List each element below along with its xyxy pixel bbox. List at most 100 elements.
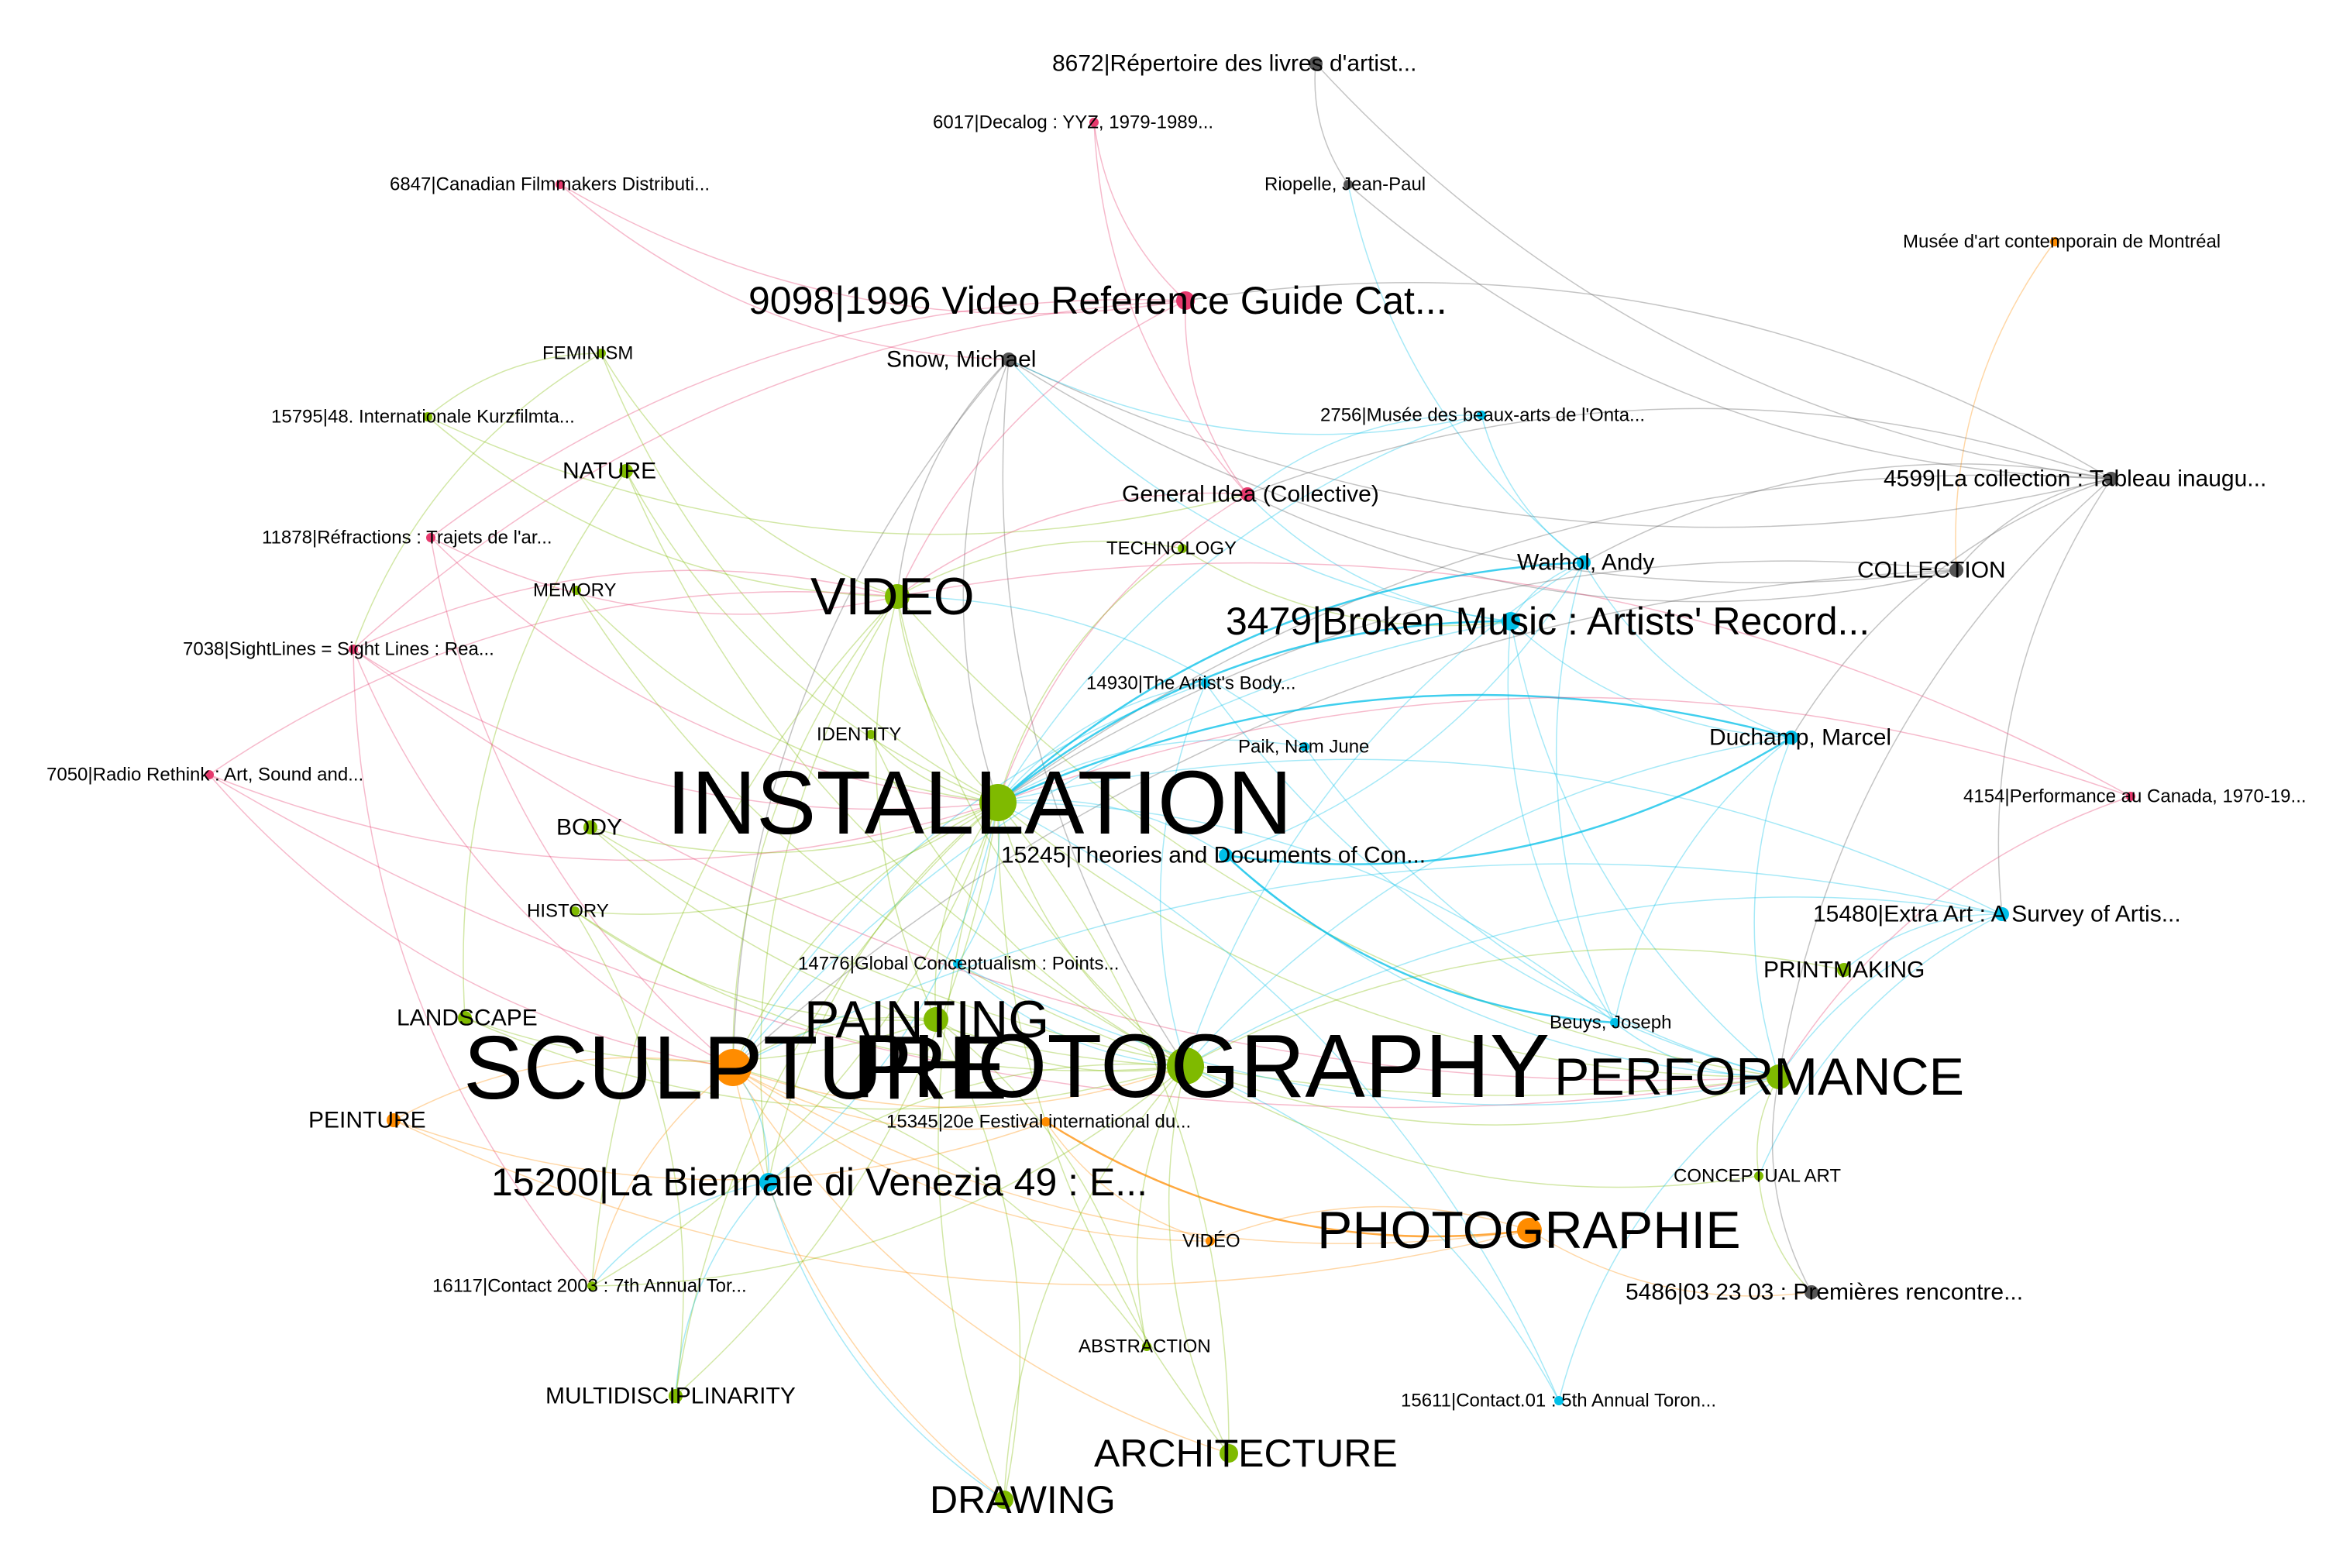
edge-n3479-performance — [1510, 621, 1780, 1078]
node-n15611[interactable] — [1554, 1396, 1564, 1405]
node-gi[interactable] — [1240, 487, 1254, 501]
edge-n7038-sculpture — [353, 648, 734, 1068]
edge-landscape-photography — [464, 1017, 1186, 1110]
node-label-videofr: VIDÉO — [1182, 1231, 1240, 1252]
node-label-n11878: 11878|Réfractions : Trajets de l'ar... — [262, 528, 552, 548]
edge-nature-installation — [625, 470, 999, 803]
node-label-n4599: 4599|La collection : Tableau inaugu... — [1884, 466, 2266, 492]
node-printmaking[interactable] — [1837, 963, 1851, 977]
node-n14930[interactable] — [1201, 679, 1210, 688]
node-n3479[interactable] — [1502, 612, 1520, 631]
edge-gi-n3479 — [1247, 493, 1512, 622]
node-label-installation: INSTALLATION — [666, 752, 1292, 853]
node-n6017[interactable] — [1089, 118, 1099, 127]
node-performance[interactable] — [1767, 1064, 1791, 1089]
node-paik[interactable] — [1300, 742, 1309, 751]
node-technology[interactable] — [1178, 544, 1187, 553]
edge-n14930-installation — [997, 683, 1206, 803]
node-label-gi: General Idea (Collective) — [1122, 482, 1379, 507]
node-n15245[interactable] — [1219, 848, 1233, 862]
node-installation[interactable] — [979, 784, 1017, 821]
node-body[interactable] — [583, 820, 597, 834]
edge-painting-photography — [935, 1019, 1186, 1072]
edge-video-n16117 — [591, 596, 898, 1287]
node-snow[interactable] — [1002, 352, 1016, 366]
node-feminism[interactable] — [597, 349, 606, 358]
node-n11878[interactable] — [426, 533, 435, 542]
node-n14776[interactable] — [953, 959, 962, 968]
node-peinture[interactable] — [387, 1113, 401, 1127]
node-label-n3479: 3479|Broken Music : Artists' Record... — [1226, 600, 1870, 643]
edge-photography-architecture — [1168, 1065, 1230, 1454]
node-n15345[interactable] — [1041, 1117, 1051, 1126]
edge-n3479-beuys — [1507, 621, 1615, 1023]
node-abstraction[interactable] — [1142, 1342, 1151, 1351]
node-photographie[interactable] — [1517, 1218, 1542, 1243]
edge-video-photography — [896, 596, 1186, 1067]
edge-memory-photography — [576, 590, 1186, 1067]
edge-n7050-sculpture — [208, 774, 734, 1068]
node-n16117[interactable] — [587, 1281, 597, 1291]
node-label-n6017: 6017|Decalog : YYZ, 1979-1989... — [933, 112, 1213, 133]
label-layer: 8672|Répertoire des livres d'artist... 60… — [46, 51, 2307, 1522]
edge-warhol-beuys — [1555, 562, 1615, 1023]
edge-n6017-gi — [1093, 122, 1248, 495]
node-conceptual[interactable] — [1754, 1171, 1763, 1181]
edge-installation-photography — [997, 802, 1186, 1067]
edge-body-performance — [590, 827, 1780, 1096]
edge-feminism-n15795 — [427, 352, 602, 418]
node-beuys[interactable] — [1610, 1018, 1619, 1027]
node-photography[interactable] — [1167, 1047, 1204, 1085]
edge-n7050-installation — [208, 774, 999, 861]
node-n4154[interactable] — [2126, 792, 2135, 801]
node-n9098[interactable] — [1176, 291, 1195, 310]
node-n15795[interactable] — [423, 412, 432, 421]
edge-nature-landscape — [463, 470, 627, 1019]
node-n8672[interactable] — [1309, 57, 1323, 70]
node-n7050[interactable] — [205, 770, 214, 779]
edge-sculpture-drawing — [732, 1067, 1005, 1501]
node-n5486[interactable] — [1805, 1285, 1818, 1299]
node-riopelle[interactable] — [1344, 180, 1353, 189]
node-drawing[interactable] — [995, 1491, 1013, 1509]
node-label-n15245: 15245|Theories and Documents of Con... — [1001, 843, 1426, 868]
edge-n6847-n9098 — [559, 184, 1186, 315]
edge-collection-installation — [997, 560, 1957, 803]
node-history[interactable] — [570, 906, 580, 916]
node-n7038[interactable] — [349, 645, 358, 654]
node-videofr[interactable] — [1206, 1236, 1215, 1246]
edge-drawing-painting — [935, 1019, 1021, 1501]
edge-n8672-riopelle — [1314, 63, 1349, 185]
node-memory[interactable] — [572, 586, 581, 595]
node-identity[interactable] — [866, 730, 876, 739]
node-architecture[interactable] — [1220, 1444, 1238, 1463]
node-label-n6847: 6847|Canadian Filmmakers Distributi... — [390, 174, 710, 195]
edge-technology-video — [896, 540, 1183, 597]
node-warhol[interactable] — [1577, 555, 1591, 569]
node-video[interactable] — [885, 584, 910, 609]
node-n15200[interactable] — [759, 1173, 778, 1191]
edge-n9098-n7038 — [353, 300, 1186, 650]
node-n2756[interactable] — [1477, 411, 1486, 420]
edge-n6017-n9098 — [1093, 122, 1186, 301]
node-multidisc[interactable] — [669, 1389, 683, 1403]
node-painting[interactable] — [924, 1007, 948, 1032]
node-n6847[interactable] — [556, 180, 565, 189]
node-n15480[interactable] — [1995, 907, 2009, 921]
node-mac[interactable] — [2050, 237, 2059, 246]
node-n4599[interactable] — [2104, 472, 2118, 486]
node-label-printmaking: PRINTMAKING — [1763, 958, 1925, 983]
edge-video-installation — [896, 596, 999, 803]
node-label-body: BODY — [556, 815, 622, 841]
edge-multidisc-installation — [675, 802, 999, 1397]
node-label-photography: PHOTOGRAPHY — [852, 1016, 1550, 1116]
node-label-riopelle: Riopelle, Jean-Paul — [1264, 174, 1426, 195]
node-duchamp[interactable] — [1784, 731, 1798, 744]
node-label-n4154: 4154|Performance au Canada, 1970-19... — [1963, 786, 2307, 807]
node-collection[interactable] — [1949, 563, 1963, 577]
node-nature[interactable] — [619, 464, 633, 478]
edge-feminism-installation — [600, 352, 999, 803]
node-sculpture[interactable] — [714, 1049, 752, 1086]
edge-gi-installation — [997, 493, 1248, 803]
node-landscape[interactable] — [458, 1011, 472, 1025]
